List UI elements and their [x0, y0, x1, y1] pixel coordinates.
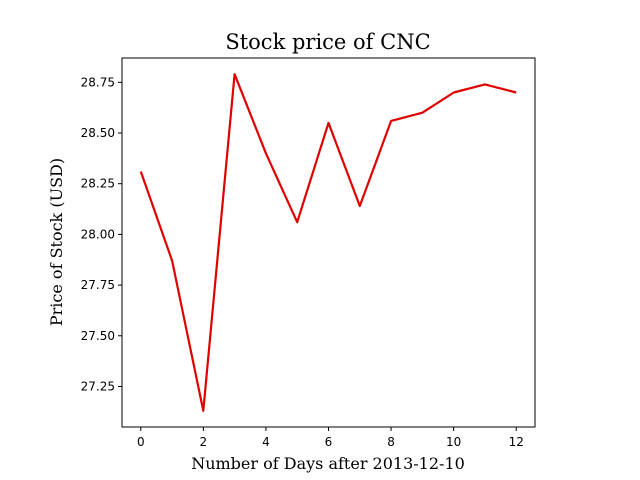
price-line-series — [139, 73, 517, 412]
y-axis-label: Price of Stock (USD) — [47, 158, 66, 326]
y-tick-label: 28.25 — [81, 177, 115, 191]
x-tick-label: 10 — [446, 435, 461, 449]
y-tick-label: 28.75 — [81, 75, 115, 89]
x-tick-label: 2 — [200, 435, 208, 449]
y-tick-label: 28.50 — [81, 126, 115, 140]
x-tick-label: 8 — [387, 435, 395, 449]
x-tick-label: 6 — [325, 435, 333, 449]
y-tick-label: 27.75 — [81, 278, 115, 292]
chart-title: Stock price of CNC — [225, 30, 430, 54]
x-axis-ticks: 0 2 4 6 8 10 12 — [137, 427, 524, 449]
series-layer — [139, 73, 517, 412]
x-tick-label: 12 — [509, 435, 524, 449]
x-tick-label: 4 — [262, 435, 270, 449]
y-tick-label: 27.50 — [81, 329, 115, 343]
x-axis-label: Number of Days after 2013-12-10 — [191, 454, 465, 473]
plot-area-frame — [121, 57, 536, 428]
x-tick-label: 0 — [137, 435, 145, 449]
y-tick-label: 27.25 — [81, 379, 115, 393]
y-tick-label: 28.00 — [81, 227, 115, 241]
y-axis-ticks: 27.25 27.50 27.75 28.00 28.25 28.50 28.75 — [81, 75, 122, 393]
